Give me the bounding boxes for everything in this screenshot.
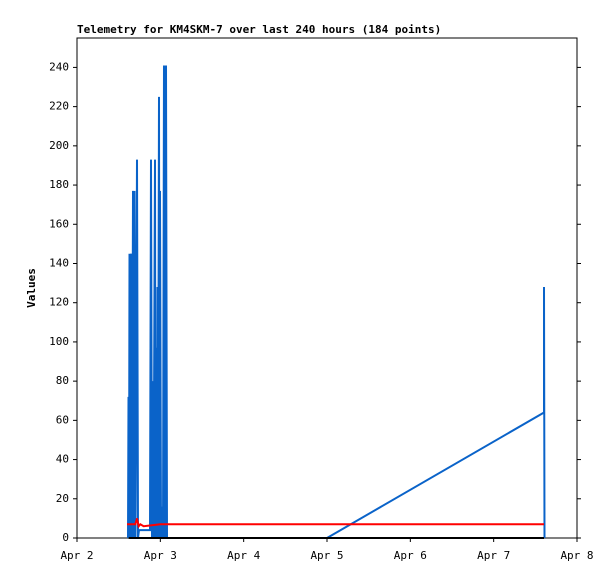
chart-title: Telemetry for KM4SKM-7 over last 240 hou… <box>77 23 441 36</box>
y-tick-label: 20 <box>56 492 69 505</box>
y-tick-label: 100 <box>49 335 69 348</box>
y-tick-label: 140 <box>49 256 69 269</box>
y-tick-label: 160 <box>49 217 69 230</box>
x-tick-label: Apr 5 <box>310 549 343 562</box>
y-tick-label: 120 <box>49 296 69 309</box>
series-line <box>127 65 546 539</box>
x-tick-label: Apr 6 <box>394 549 427 562</box>
y-tick-label: 40 <box>56 453 69 466</box>
y-tick-label: 60 <box>56 413 69 426</box>
y-tick-label: 80 <box>56 374 69 387</box>
y-tick-label: 200 <box>49 139 69 152</box>
y-tick-label: 180 <box>49 178 69 191</box>
y-axis-label: Values <box>25 268 38 308</box>
x-tick-label: Apr 3 <box>144 549 177 562</box>
x-tick-label: Apr 2 <box>60 549 93 562</box>
y-tick-label: 220 <box>49 100 69 113</box>
x-tick-label: Apr 7 <box>477 549 510 562</box>
series-line <box>127 518 544 529</box>
y-tick-label: 240 <box>49 60 69 73</box>
x-tick-label: Apr 4 <box>227 549 260 562</box>
y-tick-label: 0 <box>62 531 69 544</box>
x-tick-label: Apr 8 <box>560 549 593 562</box>
